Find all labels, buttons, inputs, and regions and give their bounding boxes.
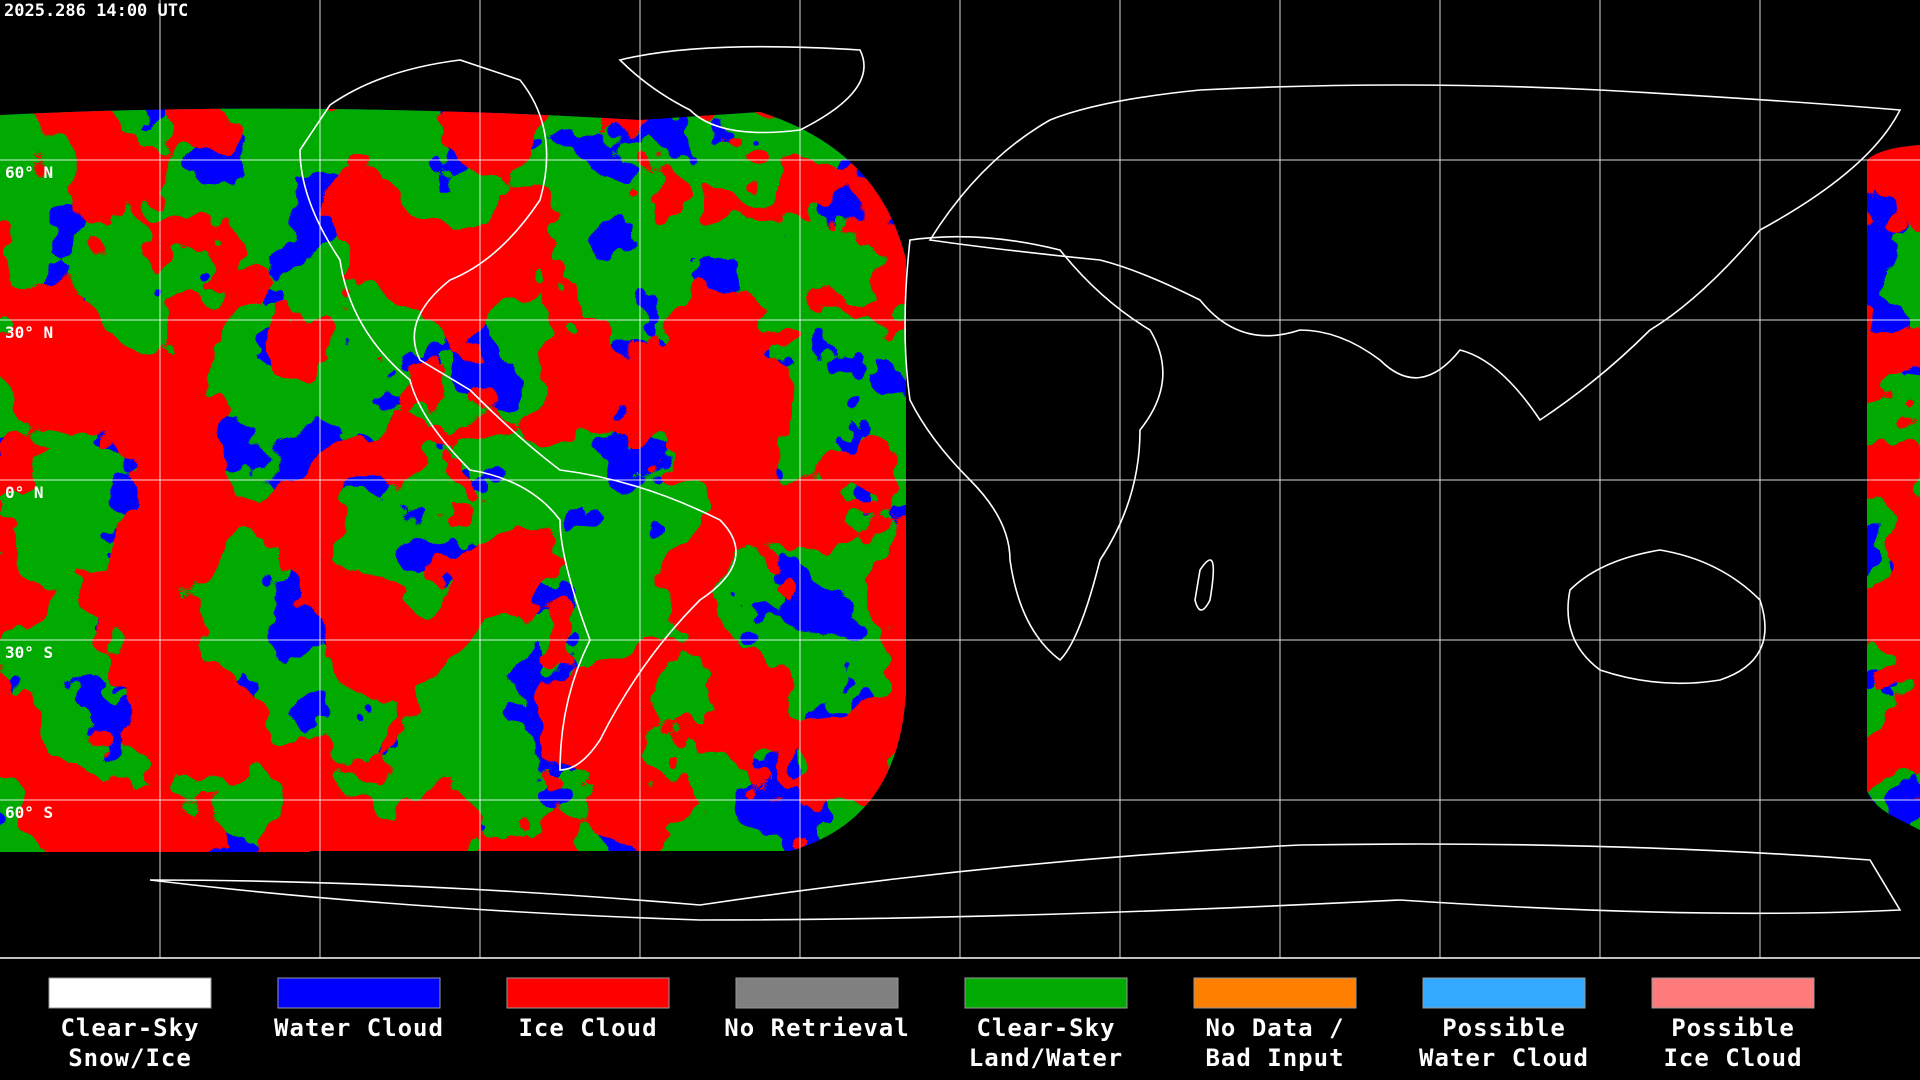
legend-label: Possible (1442, 1014, 1566, 1042)
timestamp: 2025.286 14:00 UTC (4, 1, 188, 21)
cloud-phase-west (0, 108, 906, 853)
latitude-labels: 60° N 30° N 0° N 30° S 60° S (5, 163, 53, 822)
legend-swatch (1651, 977, 1815, 1009)
legend-label: Clear-Sky (60, 1014, 199, 1042)
legend-swatch (1193, 977, 1357, 1009)
latitude-label: 30° S (5, 643, 53, 662)
legend-swatch (964, 977, 1128, 1009)
graticule (0, 0, 1920, 958)
legend-label: Clear-Sky (976, 1014, 1115, 1042)
legend-label: Land/Water (969, 1044, 1124, 1072)
legend-label: No Data / (1205, 1014, 1344, 1042)
legend-swatch (1422, 977, 1586, 1009)
legend-label: No Retrieval (724, 1014, 909, 1042)
legend-swatch (735, 977, 899, 1009)
legend-swatch (48, 977, 212, 1009)
legend-label: Water Cloud (1419, 1044, 1589, 1072)
legend-label: Ice Cloud (1663, 1044, 1802, 1072)
latitude-label: 60° N (5, 163, 53, 182)
latitude-label: 60° S (5, 803, 53, 822)
legend-swatch (277, 977, 441, 1009)
legend-label: Possible (1671, 1014, 1795, 1042)
legend-swatch (506, 977, 670, 1009)
legend-label: Bad Input (1205, 1044, 1344, 1072)
latitude-label: 30° N (5, 323, 53, 342)
legend-label: Snow/Ice (68, 1044, 192, 1072)
latitude-label: 0° N (5, 483, 44, 502)
coastlines (149, 45, 1902, 921)
cloud-phase-east (1867, 145, 1920, 830)
legend-label: Ice Cloud (518, 1014, 657, 1042)
legend-label: Water Cloud (274, 1014, 444, 1042)
